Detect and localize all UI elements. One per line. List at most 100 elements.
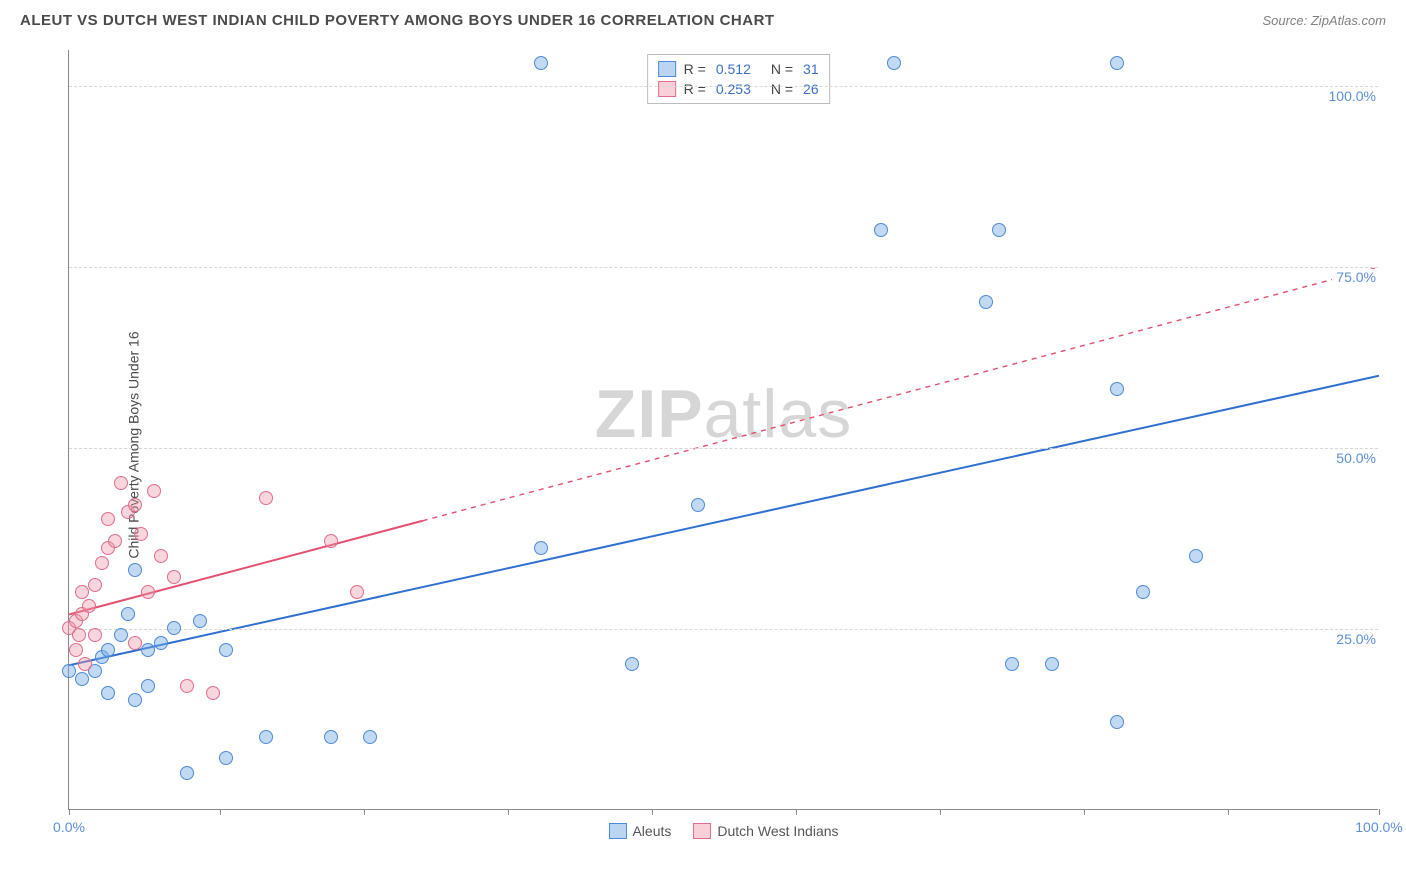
data-point — [88, 628, 102, 642]
data-point — [534, 56, 548, 70]
data-point — [219, 751, 233, 765]
legend-label: Aleuts — [632, 823, 671, 839]
x-tick — [940, 809, 941, 815]
data-point — [128, 498, 142, 512]
x-tick — [796, 809, 797, 815]
data-point — [979, 295, 993, 309]
data-point — [259, 491, 273, 505]
x-tick — [69, 809, 70, 815]
data-point — [114, 628, 128, 642]
legend-n-label: N = — [771, 61, 793, 77]
data-point — [75, 672, 89, 686]
data-point — [1110, 56, 1124, 70]
legend-n-value: 26 — [803, 81, 819, 97]
data-point — [72, 628, 86, 642]
data-point — [128, 693, 142, 707]
data-point — [167, 570, 181, 584]
chart-area: Child Poverty Among Boys Under 16 ZIPatl… — [50, 50, 1390, 840]
legend-n-value: 31 — [803, 61, 819, 77]
data-point — [1136, 585, 1150, 599]
x-tick — [508, 809, 509, 815]
legend-label: Dutch West Indians — [717, 823, 838, 839]
data-point — [154, 636, 168, 650]
gridline — [69, 86, 1378, 87]
legend-r-value: 0.253 — [716, 81, 751, 97]
data-point — [95, 556, 109, 570]
gridline — [69, 629, 1378, 630]
scatter-plot: ZIPatlas R = 0.512 N = 31 R = 0.253 N = … — [68, 50, 1378, 810]
series-legend: Aleuts Dutch West Indians — [608, 823, 838, 839]
x-tick — [1228, 809, 1229, 815]
data-point — [141, 585, 155, 599]
data-point — [141, 679, 155, 693]
data-point — [82, 599, 96, 613]
x-tick-label: 0.0% — [53, 819, 85, 835]
legend-r-label: R = — [684, 61, 706, 77]
y-tick-label: 25.0% — [1332, 631, 1380, 647]
swatch-icon — [658, 81, 676, 97]
swatch-icon — [608, 823, 626, 839]
data-point — [78, 657, 92, 671]
data-point — [1110, 715, 1124, 729]
chart-header: ALEUT VS DUTCH WEST INDIAN CHILD POVERTY… — [0, 0, 1406, 37]
data-point — [887, 56, 901, 70]
data-point — [62, 664, 76, 678]
trend-lines — [69, 50, 1379, 810]
x-tick — [1084, 809, 1085, 815]
data-point — [154, 549, 168, 563]
data-point — [75, 585, 89, 599]
data-point — [180, 766, 194, 780]
legend-r-label: R = — [684, 81, 706, 97]
legend-r-value: 0.512 — [716, 61, 751, 77]
data-point — [114, 476, 128, 490]
x-tick — [1379, 809, 1380, 815]
x-tick — [652, 809, 653, 815]
data-point — [691, 498, 705, 512]
data-point — [101, 643, 115, 657]
chart-title: ALEUT VS DUTCH WEST INDIAN CHILD POVERTY… — [20, 12, 775, 29]
x-tick-label: 100.0% — [1355, 819, 1402, 835]
data-point — [141, 643, 155, 657]
data-point — [147, 484, 161, 498]
legend-row: R = 0.253 N = 26 — [658, 79, 819, 99]
data-point — [534, 541, 548, 555]
data-point — [134, 527, 148, 541]
data-point — [101, 512, 115, 526]
data-point — [350, 585, 364, 599]
watermark-bold: ZIP — [595, 376, 704, 452]
y-tick-label: 100.0% — [1325, 88, 1380, 104]
data-point — [108, 534, 122, 548]
data-point — [128, 563, 142, 577]
watermark: ZIPatlas — [595, 375, 852, 453]
correlation-legend: R = 0.512 N = 31 R = 0.253 N = 26 — [647, 54, 830, 104]
data-point — [363, 730, 377, 744]
data-point — [128, 636, 142, 650]
legend-item: Aleuts — [608, 823, 671, 839]
y-tick-label: 75.0% — [1332, 269, 1380, 285]
data-point — [206, 686, 220, 700]
y-tick-label: 50.0% — [1332, 450, 1380, 466]
data-point — [324, 534, 338, 548]
gridline — [69, 448, 1378, 449]
data-point — [88, 578, 102, 592]
data-point — [1045, 657, 1059, 671]
data-point — [180, 679, 194, 693]
data-point — [219, 643, 233, 657]
x-tick — [220, 809, 221, 815]
data-point — [874, 223, 888, 237]
data-point — [259, 730, 273, 744]
swatch-icon — [658, 61, 676, 77]
data-point — [101, 686, 115, 700]
swatch-icon — [693, 823, 711, 839]
data-point — [625, 657, 639, 671]
data-point — [193, 614, 207, 628]
data-point — [992, 223, 1006, 237]
gridline — [69, 267, 1378, 268]
legend-row: R = 0.512 N = 31 — [658, 59, 819, 79]
data-point — [121, 607, 135, 621]
watermark-rest: atlas — [704, 376, 853, 452]
data-point — [324, 730, 338, 744]
legend-n-label: N = — [771, 81, 793, 97]
data-point — [1005, 657, 1019, 671]
data-point — [1110, 382, 1124, 396]
